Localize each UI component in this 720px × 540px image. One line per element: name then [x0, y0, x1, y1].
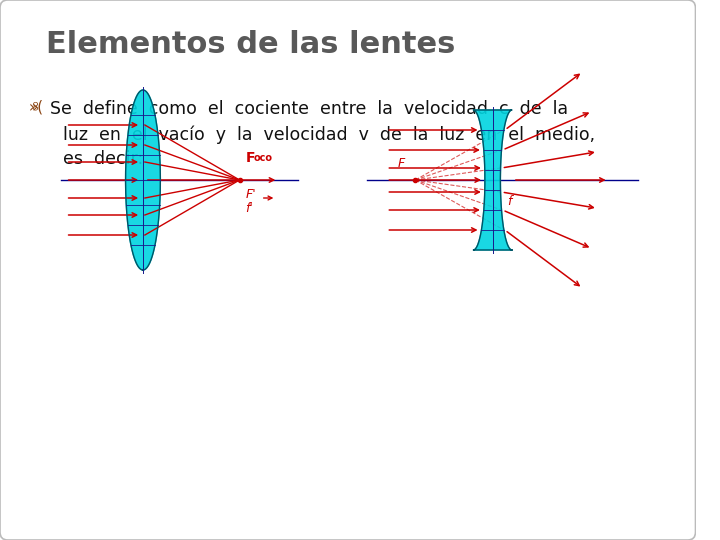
- Polygon shape: [125, 90, 161, 270]
- FancyBboxPatch shape: [0, 0, 696, 540]
- Text: f: f: [507, 195, 511, 208]
- Text: »(: »(: [29, 100, 44, 115]
- Text: F': F': [246, 188, 256, 201]
- Text: Elementos de las lentes: Elementos de las lentes: [46, 30, 456, 59]
- Text: es  decir:: es decir:: [63, 150, 143, 168]
- Polygon shape: [473, 110, 512, 250]
- Text: F: F: [246, 151, 255, 165]
- Text: F: F: [398, 157, 405, 170]
- Text: oco: oco: [254, 153, 273, 163]
- Text: ∞: ∞: [29, 99, 43, 111]
- Text: luz  en  el  vacío  y  la  velocidad  v  de  la  luz  en  el  medio,: luz en el vacío y la velocidad v de la l…: [63, 125, 595, 144]
- Text: Se  define  como  el  cociente  entre  la  velocidad  c  de  la: Se define como el cociente entre la velo…: [50, 100, 568, 118]
- Text: f': f': [246, 202, 253, 215]
